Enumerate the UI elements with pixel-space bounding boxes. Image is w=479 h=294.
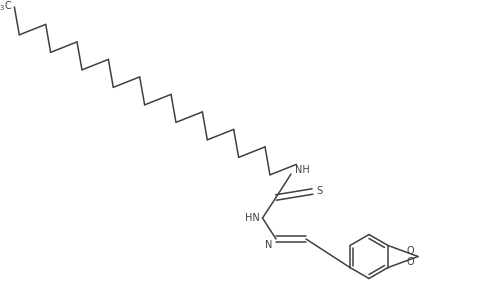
Text: H$_3$C: H$_3$C <box>0 0 12 13</box>
Text: HN: HN <box>245 213 260 223</box>
Text: O: O <box>406 257 414 267</box>
Text: O: O <box>406 246 414 256</box>
Text: NH: NH <box>295 165 309 175</box>
Text: S: S <box>316 186 322 196</box>
Text: N: N <box>264 240 272 250</box>
